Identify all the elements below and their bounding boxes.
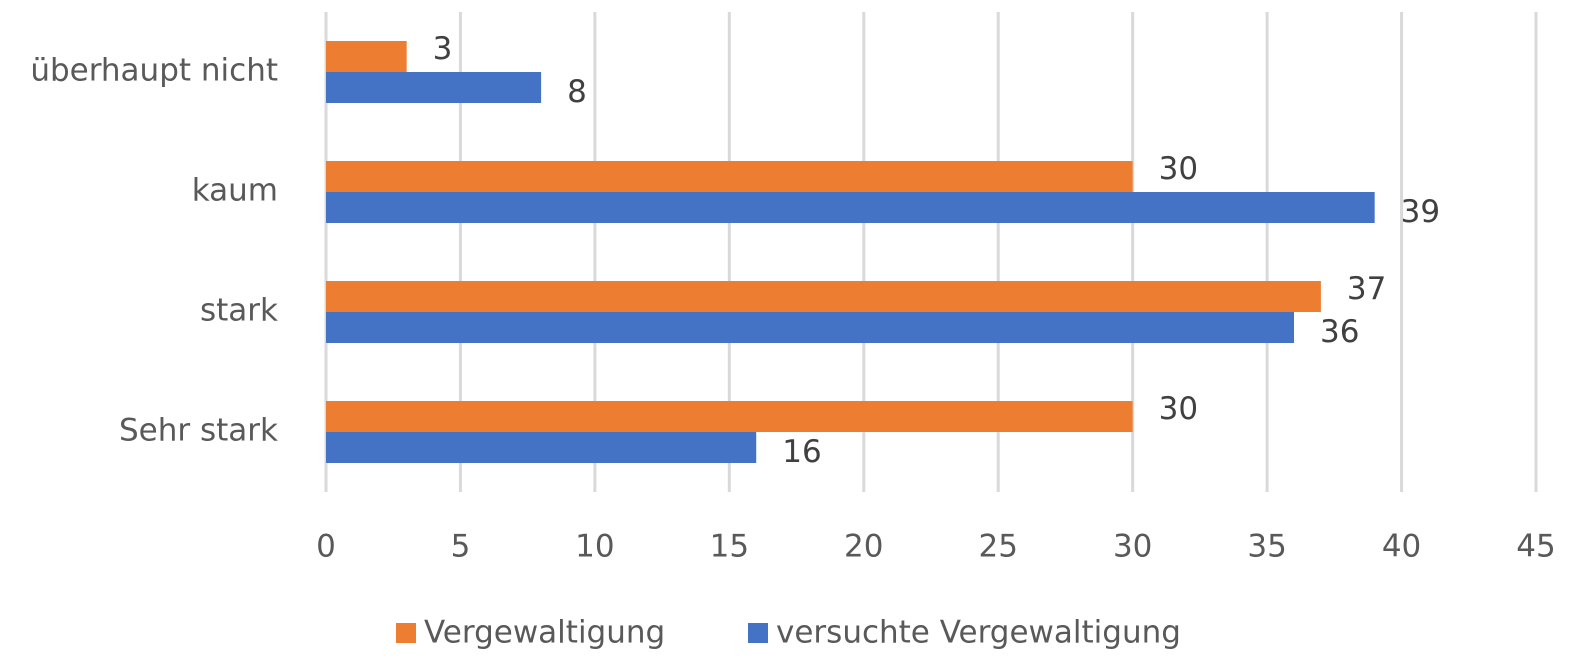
- x-tick-label: 25: [978, 529, 1017, 565]
- value-label: 36: [1320, 314, 1359, 350]
- y-tick-label: kaum: [192, 173, 278, 209]
- bar: [326, 312, 1294, 343]
- value-label: 30: [1159, 391, 1198, 427]
- bar: [326, 432, 757, 463]
- bar: [326, 401, 1133, 432]
- x-tick-label: 15: [710, 529, 749, 565]
- x-tick-label: 10: [575, 529, 614, 565]
- legend-swatch: [396, 623, 416, 643]
- value-label: 3: [433, 31, 453, 67]
- x-tick-label: 40: [1382, 529, 1421, 565]
- legend-label: Vergewaltigung: [424, 615, 665, 651]
- bar: [326, 41, 407, 72]
- x-tick-label: 0: [316, 529, 336, 565]
- value-label: 37: [1347, 271, 1386, 307]
- bar: [326, 281, 1321, 312]
- value-label: 8: [567, 74, 587, 110]
- legend-swatch: [748, 623, 768, 643]
- x-tick-label: 35: [1247, 529, 1286, 565]
- x-tick-label: 20: [844, 529, 883, 565]
- x-tick-label: 30: [1113, 529, 1152, 565]
- x-tick-label: 5: [451, 529, 471, 565]
- value-label: 16: [782, 434, 821, 470]
- y-tick-label: stark: [200, 293, 278, 329]
- bar: [326, 192, 1375, 223]
- value-label: 39: [1401, 194, 1440, 230]
- legend-label: versuchte Vergewaltigung: [776, 615, 1181, 651]
- y-tick-label: überhaupt nicht: [30, 53, 278, 89]
- bar: [326, 72, 542, 103]
- x-tick-label: 45: [1516, 529, 1555, 565]
- y-tick-label: Sehr stark: [119, 413, 278, 449]
- value-label: 30: [1159, 151, 1198, 187]
- bar: [326, 161, 1133, 192]
